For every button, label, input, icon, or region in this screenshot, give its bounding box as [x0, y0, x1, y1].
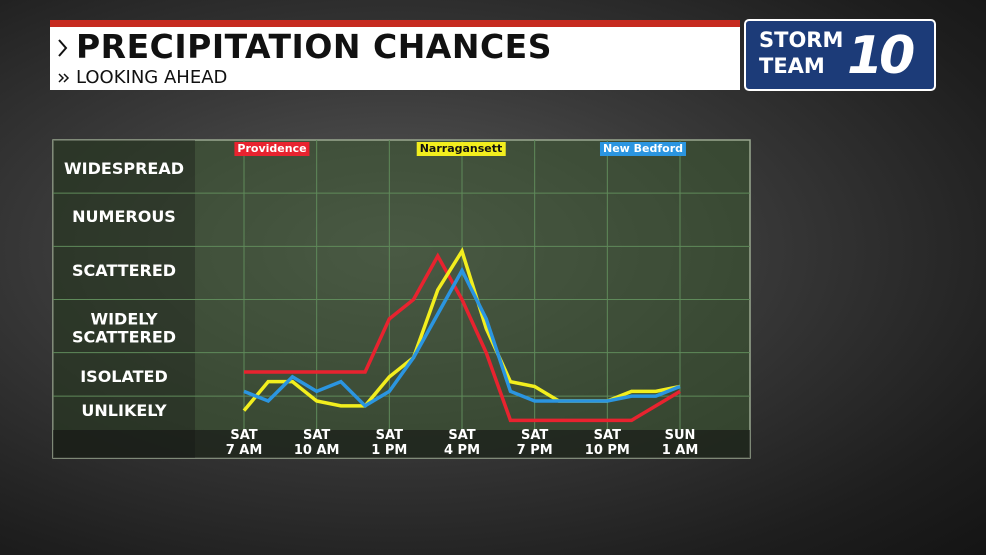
header-box: [50, 27, 740, 90]
chevron: [58, 39, 68, 57]
y-tick-label: WIDELY SCATTERED: [71, 309, 177, 347]
logo-text: STORM: [759, 28, 844, 52]
y-tick-label: WIDESPREAD: [64, 158, 184, 178]
legend-label: Narragansett: [416, 142, 506, 156]
y-tick-label: NUMEROUS: [72, 207, 176, 227]
x-tick-label: SUN 1 AM: [661, 428, 699, 458]
y-tick-label: UNLIKELY: [81, 400, 167, 420]
logo-box: [744, 19, 936, 91]
subtitle: LOOKING AHEAD: [76, 67, 228, 88]
chevron: [63, 73, 70, 83]
x-tick-label: SAT 7 AM: [225, 428, 263, 458]
legend-label: Providence: [234, 142, 310, 156]
x-tick-label: SAT 4 PM: [443, 428, 481, 458]
title: PRECIPITATION CHANCES: [76, 27, 552, 66]
x-tick-label: SAT 7 PM: [516, 428, 553, 458]
y-tick-label: SCATTERED: [71, 260, 177, 280]
logo-text: TEAM: [759, 54, 825, 78]
x-tick-label: SAT 1 PM: [371, 428, 408, 458]
series-line: [243, 266, 681, 409]
logo: STORM TEAM 10: [747, 22, 933, 88]
x-tick-label: SAT 10 PM: [584, 428, 630, 458]
chevron: [58, 73, 65, 83]
logo-number: 10: [847, 26, 915, 86]
series-line: [244, 252, 681, 423]
header-strip: [50, 20, 740, 27]
label-row: [53, 430, 750, 458]
legend-label: New Bedford: [599, 142, 687, 156]
y-tick-label: ISOLATED: [80, 366, 168, 386]
x-tick-label: SAT 10 AM: [293, 428, 340, 458]
